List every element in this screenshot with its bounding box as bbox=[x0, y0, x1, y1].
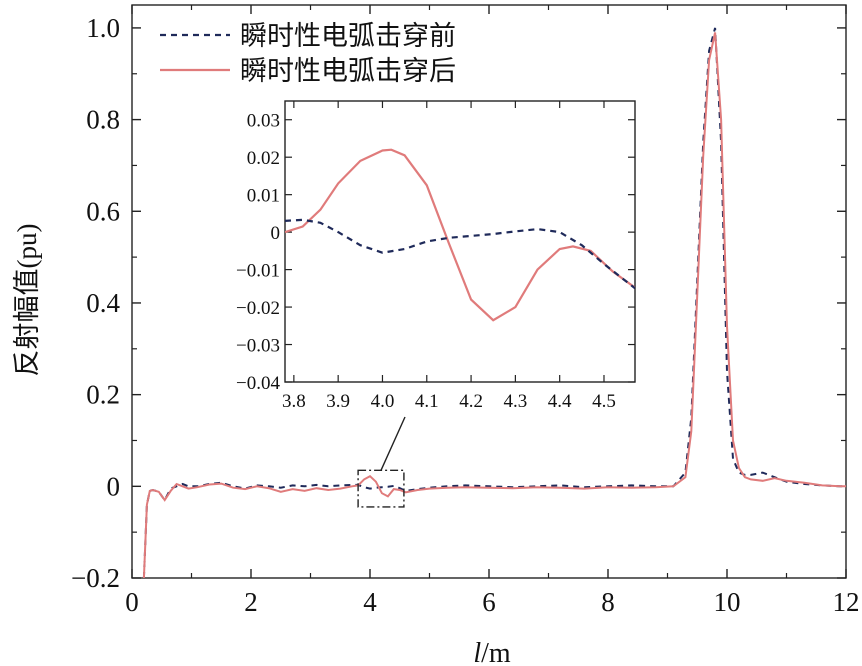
inset-series-line-after bbox=[285, 148, 635, 322]
x-tick-label: 2 bbox=[244, 587, 258, 617]
x-axis-unit: /m bbox=[481, 638, 511, 666]
inset-series-line-before bbox=[285, 218, 635, 290]
inset-x-tick-label: 4.2 bbox=[459, 391, 483, 412]
x-tick-label: 10 bbox=[714, 587, 741, 617]
zoom-connector bbox=[380, 416, 406, 471]
y-tick-label: −0.2 bbox=[71, 563, 120, 593]
inset-x-tick-label: 4.4 bbox=[548, 391, 572, 412]
inset-y-tick-label: −0.01 bbox=[236, 261, 280, 282]
inset-x-tick-label: 3.8 bbox=[282, 391, 306, 412]
inset-background bbox=[284, 100, 636, 383]
inset-y-tick-label: 0.03 bbox=[247, 111, 280, 132]
inset-y-tick-label: −0.04 bbox=[236, 373, 280, 394]
x-tick-label: 4 bbox=[363, 587, 377, 617]
inset-y-tick-label: −0.02 bbox=[236, 298, 280, 319]
y-tick-label: 0 bbox=[107, 471, 121, 501]
x-tick-label: 0 bbox=[125, 587, 139, 617]
y-tick-label: 0.2 bbox=[86, 380, 120, 410]
inset-y-tick-label: 0.02 bbox=[247, 148, 280, 169]
series-line-after bbox=[142, 32, 846, 578]
inset-series-group bbox=[285, 148, 635, 322]
inset-y-tick-label: −0.03 bbox=[236, 336, 280, 357]
x-axis-title: l/m bbox=[473, 638, 511, 666]
x-tick-label: 12 bbox=[833, 587, 860, 617]
inset-x-tick-label: 4.3 bbox=[504, 391, 528, 412]
y-tick-label: 1.0 bbox=[86, 13, 120, 43]
legend-label-before: 瞬时性电弧击穿前 bbox=[240, 21, 456, 52]
main-plot: 0 2 4 6 8 10 12−0.200.20.40.60.81.0 bbox=[71, 4, 860, 617]
x-axis-variable: l bbox=[473, 638, 481, 666]
inset-plot: 3.8 3.9 4.0 4.1 4.2 4.3 4.4 4.5 −0.04 −0.03 −0.02 −… bbox=[236, 100, 636, 412]
inset-y-tick-label: 0.01 bbox=[247, 186, 280, 207]
x-tick-label: 6 bbox=[482, 587, 496, 617]
y-tick-label: 0.4 bbox=[86, 288, 120, 318]
series-group bbox=[142, 27, 846, 578]
inset-x-tick-label: 3.9 bbox=[326, 391, 350, 412]
legend: 瞬时性电弧击穿前 瞬时性电弧击穿后 bbox=[160, 21, 456, 87]
y-axis-title: 反射幅值(pu) bbox=[12, 224, 42, 377]
y-tick-label: 0.8 bbox=[86, 105, 120, 135]
inset-x-tick-label: 4.1 bbox=[415, 391, 439, 412]
inset-y-tick-label: 0 bbox=[271, 223, 281, 244]
y-tick-label: 0.6 bbox=[86, 196, 120, 226]
legend-label-after: 瞬时性电弧击穿后 bbox=[240, 56, 456, 87]
zoom-marker bbox=[357, 416, 406, 508]
inset-x-tick-label: 4.0 bbox=[371, 391, 395, 412]
inset-x-tick-label: 4.5 bbox=[592, 391, 616, 412]
x-tick-label: 8 bbox=[601, 587, 615, 617]
